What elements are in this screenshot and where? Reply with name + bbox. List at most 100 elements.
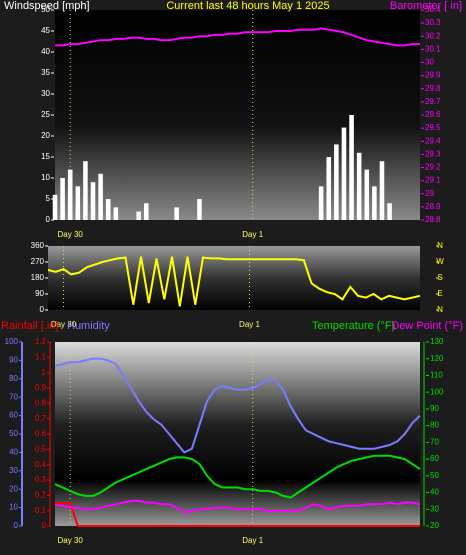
series-label: Windspeed [mph] [4,0,90,12]
y-tick-label: 29.8 [425,84,441,93]
y-tick-label: 30 [430,504,439,513]
series-label: Temperature (°F) [312,320,395,332]
y-tick-label: 29.6 [425,110,441,119]
series-label: Humidity [67,320,110,332]
y-tick-label: 30 [9,466,18,475]
series-line [54,454,421,499]
y-tick-label: 80 [430,421,439,430]
bar [356,152,362,220]
y-tick-label: 0.6 [35,429,47,438]
y-tick-label: 0 [14,521,19,530]
y-tick-label: 50 [9,429,18,438]
y-tick-label: 29.1 [425,176,441,185]
series-line [54,357,421,454]
y-tick-label: 29.2 [425,163,441,172]
x-tick-label: Day 1 [242,536,263,545]
series-line [55,27,420,47]
y-tick-label: 270 [31,257,45,266]
y-tick-label: 29.9 [425,71,441,80]
bar [75,186,81,220]
y-tick-label: 29.5 [425,123,441,132]
bar [197,199,202,220]
y-tick-label: E [437,289,442,298]
bar [364,169,370,220]
plot-area [48,246,420,310]
bar [318,186,324,220]
y-tick-label: 110 [430,371,443,380]
y-tick-label: 10 [41,173,50,182]
y-tick-label: 10 [9,503,18,512]
y-tick-label: N [437,241,443,250]
y-tick-label: 40 [41,47,50,56]
y-tick-label: 80 [9,374,18,383]
y-tick-label: 90 [35,289,44,298]
y-tick-label: 30.3 [425,18,441,27]
bar [67,169,73,220]
y-tick-label: 0.1 [35,506,47,515]
x-tick-label: Day 30 [51,320,77,329]
y-tick-label: 0 [40,305,45,314]
y-tick-label: 50 [430,471,439,480]
bar [60,178,65,220]
bar [83,161,88,220]
y-tick-label: 60 [430,454,439,463]
y-tick-label: 0.9 [35,383,47,392]
y-tick-label: 20 [9,484,18,493]
y-tick-label: 50 [41,5,50,14]
series-label: Barometer [ in] [390,0,462,12]
x-tick-label: Day 1 [242,230,263,239]
y-tick-label: 90 [430,404,439,413]
y-tick-label: 0.2 [35,490,47,499]
bar [341,127,347,220]
y-tick-label: 180 [31,273,45,282]
y-tick-label: 60 [9,411,18,420]
y-tick-label: 70 [430,437,439,446]
bar [379,161,385,220]
bar [136,211,141,220]
y-tick-label: 30.4 [425,5,441,14]
y-tick-label: 28.8 [425,215,441,224]
bar [387,203,392,220]
y-tick-label: 1 [42,368,47,377]
bar [105,199,111,220]
y-tick-label: 1.1 [35,352,47,361]
y-tick-label: S [437,273,442,282]
bar [98,173,103,220]
y-tick-label: 30.2 [425,31,441,40]
y-tick-label: 29.4 [425,136,441,145]
series-label: Rainfall [.in] [1,320,58,332]
plot-area [55,342,420,526]
y-tick-label: 25 [41,110,50,119]
y-tick-label: 0 [42,521,47,530]
bar [174,207,179,220]
bar [372,186,377,220]
y-tick-label: 40 [9,448,18,457]
y-tick-label: 30.1 [425,44,441,53]
y-tick-label: 360 [31,241,45,250]
y-tick-label: 29.7 [425,97,441,106]
series-line [47,256,421,307]
y-tick-label: 5 [46,194,51,203]
y-tick-label: W [436,257,444,266]
y-tick-label: N [437,305,443,314]
y-tick-label: 120 [430,354,444,363]
y-tick-label: 1.2 [35,337,47,346]
y-tick-label: 20 [41,131,50,140]
bar [326,157,332,220]
series-line [55,502,420,527]
y-tick-label: 20 [430,521,439,530]
y-tick-label: 0.3 [35,475,47,484]
y-tick-label: 70 [9,392,18,401]
x-tick-label: Day 30 [58,230,84,239]
y-tick-label: 90 [9,356,18,365]
series-line [54,499,421,514]
y-tick-label: 30 [425,58,434,67]
bar [113,207,119,220]
x-tick-label: Day 1 [239,320,260,329]
y-tick-label: 0 [46,215,51,224]
y-tick-label: 0.5 [35,444,47,453]
y-tick-label: 28.9 [425,202,441,211]
bar [349,115,354,220]
y-tick-label: 0.8 [35,398,47,407]
